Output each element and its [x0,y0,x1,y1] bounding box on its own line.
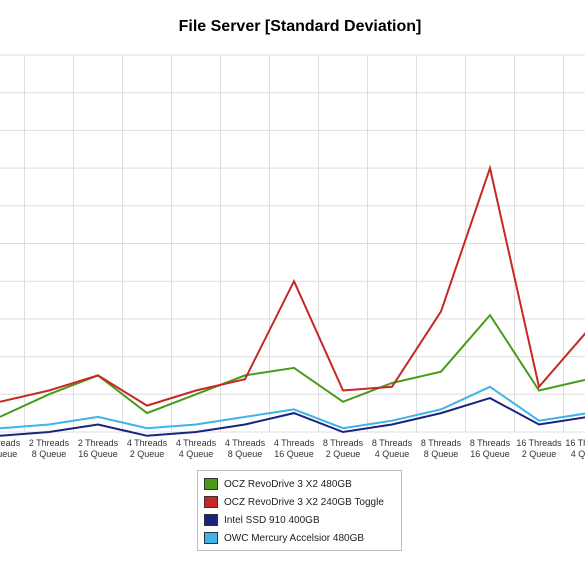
legend-item: Intel SSD 910 400GB [204,511,395,529]
legend-label: Intel SSD 910 400GB [224,514,320,526]
series-line-1 [0,164,585,407]
x-tick-label-line: 8 Threads [372,438,413,448]
x-tick-label: 8 Threads 4 Queue [372,438,413,459]
series-line-2 [0,397,585,437]
x-tick-label-line: 2 Queue [326,449,361,459]
x-tick-label: 8 Threads 2 Queue [323,438,364,459]
legend-label: OCZ RevoDrive 3 X2 240GB Toggle [224,496,384,508]
x-tick-label-line: 2 Queue [522,449,557,459]
legend-item: OCZ RevoDrive 3 X2 480GB [204,475,395,493]
legend: OCZ RevoDrive 3 X2 480GB OCZ RevoDrive 3 … [197,470,402,551]
legend-swatch [204,496,218,508]
legend-swatch [204,478,218,490]
x-tick-label: 2 Threads 8 Queue [29,438,70,459]
x-tick-label-line: 8 Queue [424,449,459,459]
grid [0,54,585,433]
x-tick-label-line: 4 Threads [274,438,315,448]
x-tick-label-line: 8 Threads [323,438,364,448]
x-tick-label-line: 8 Queue [32,449,67,459]
x-tick-label-line: 2 Threads [0,438,21,448]
x-tick-label: 4 Threads 8 Queue [225,438,266,459]
x-tick-label-line: 16 Threads [565,438,585,448]
x-tick-label-line: 4 Queue [571,449,585,459]
legend-swatch [204,532,218,544]
x-tick-label-line: 4 Threads [225,438,266,448]
x-tick-label: 4 Threads 4 Queue [176,438,217,459]
legend-item: OCZ RevoDrive 3 X2 240GB Toggle [204,493,395,511]
x-tick-label-line: 16 Threads [516,438,562,448]
legend-swatch [204,514,218,526]
x-tick-label: 8 Threads 16 Queue [470,438,511,459]
x-tick-label-line: 16 Queue [274,449,314,459]
x-tick-label: 2 Threads 16 Queue [78,438,119,459]
x-tick-label: 4 Threads 2 Queue [127,438,168,459]
x-tick-label-line: 4 Queue [375,449,410,459]
x-tick-label-line: 16 Queue [470,449,510,459]
x-tick-label: 4 Threads 16 Queue [274,438,315,459]
x-tick-label-line: 2 Queue [0,449,17,459]
x-tick-label-line: 8 Threads [470,438,511,448]
chart-title: File Server [Standard Deviation] [178,18,422,35]
x-tick-label: 8 Threads 8 Queue [421,438,462,459]
x-tick-label: 16 Threads 2 Queue [516,438,562,459]
x-tick-label-line: 2 Threads [29,438,70,448]
legend-item: OWC Mercury Accelsior 480GB [204,529,395,547]
legend-label: OWC Mercury Accelsior 480GB [224,532,365,544]
x-tick-label-line: 16 Queue [78,449,118,459]
x-tick-label-line: 4 Threads [127,438,168,448]
x-tick-label-line: 4 Threads [176,438,217,448]
x-tick-label-line: 2 Queue [130,449,165,459]
x-tick-label-line: 2 Threads [78,438,119,448]
x-tick-label-line: 8 Threads [421,438,462,448]
legend-label: OCZ RevoDrive 3 X2 480GB [224,478,352,490]
x-tick-label-line: 8 Queue [228,449,263,459]
series-line-3 [0,385,585,430]
x-tick-label-line: 4 Queue [179,449,214,459]
